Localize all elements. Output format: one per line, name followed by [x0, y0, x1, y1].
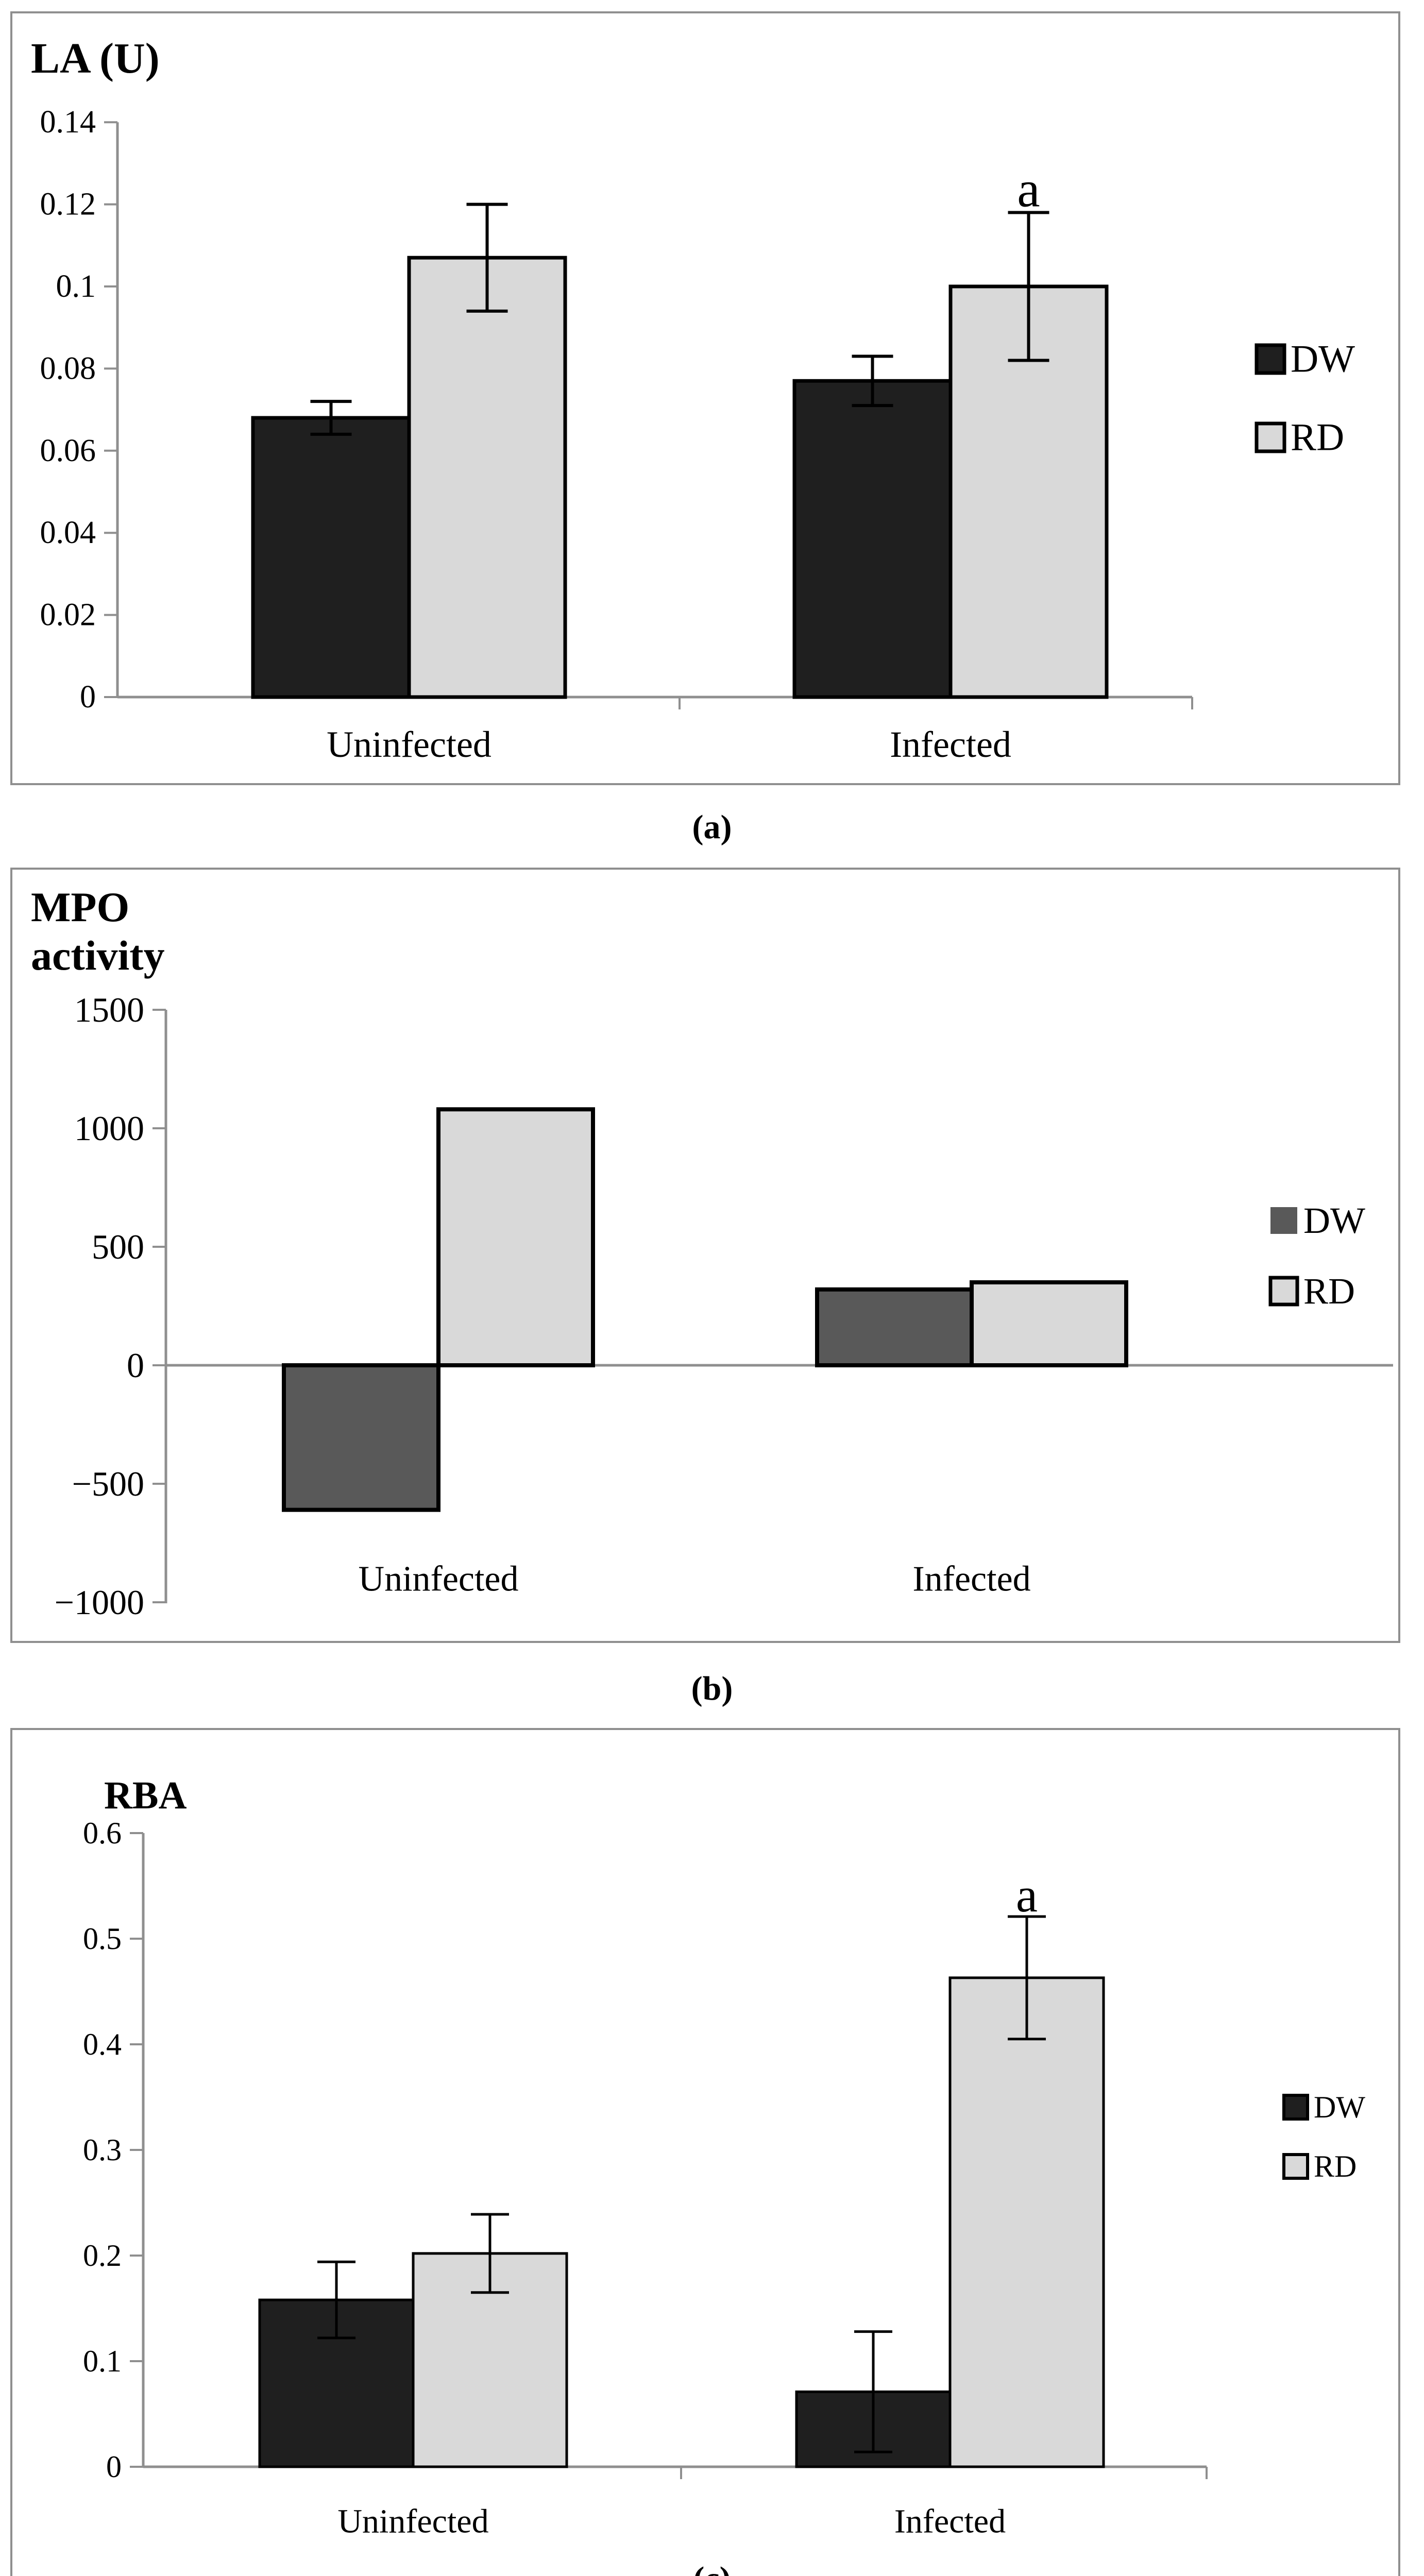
- x-category-label: Uninfected: [327, 724, 491, 765]
- legend-label-RD: RD: [1291, 416, 1344, 459]
- legend-swatch-DW: [1255, 343, 1286, 375]
- panel-c-rba-chart: RBA 0.6 0.5 0.4 0.3 0.2 0.1 0 a Uninfected Infect…: [10, 1728, 1400, 2576]
- y-tick-label: 0.12: [40, 187, 96, 222]
- legend-label-DW: DW: [1314, 2090, 1365, 2124]
- y-tick-label: 0.4: [83, 2027, 122, 2061]
- legend-swatch-DW: [1282, 2094, 1309, 2121]
- caption-a: (a): [692, 808, 732, 846]
- panel-b-mpo-chart: MPO activity 1500 1000 500 0 −500 −1000 Uninfe…: [10, 868, 1400, 1643]
- y-tick-label: 0.02: [40, 598, 96, 633]
- y-tick-label: 0.5: [83, 1922, 122, 1956]
- bar-RD-Infected: [948, 1976, 1105, 2468]
- bar-DW-Uninfected: [282, 1363, 440, 1512]
- panel-a-la-chart: LA (U) 0.14 0.12 0.1 0.08 0.06 0.04 0.02 0 a Unin…: [10, 11, 1400, 785]
- legend-label-RD: RD: [1314, 2149, 1357, 2183]
- caption-b: (b): [691, 1670, 733, 1707]
- y-tick-label: 0.14: [40, 105, 96, 140]
- y-tick-label: 0.1: [56, 269, 96, 304]
- y-tick-label: 0: [127, 1346, 144, 1385]
- legend-label-DW: DW: [1291, 338, 1355, 381]
- bar-RD-Uninfected: [407, 256, 567, 699]
- chart-b-title: MPO activity: [31, 884, 165, 979]
- y-tick-label: 0.3: [83, 2133, 122, 2167]
- y-tick-label: −1000: [55, 1583, 144, 1622]
- chart-a-title: LA (U): [31, 35, 160, 82]
- legend-label-RD: RD: [1303, 1270, 1355, 1312]
- chart-a-plot: 0.14 0.12 0.1 0.08 0.06 0.04 0.02 0 a Uninfected I…: [40, 105, 1355, 765]
- y-tick-label: 1000: [74, 1109, 144, 1148]
- legend-swatch-RD: [1255, 421, 1286, 453]
- y-tick-label: −500: [72, 1464, 144, 1503]
- legend-swatch-RD: [1268, 1276, 1299, 1307]
- bar-DW-Infected: [792, 379, 953, 699]
- chart-b-plot: 1500 1000 500 0 −500 −1000 Uninfected Infected D…: [55, 990, 1393, 1622]
- bar-DW-Infected: [815, 1287, 974, 1367]
- y-tick-label: 0.1: [83, 2344, 122, 2378]
- x-category-label: Uninfected: [359, 1560, 519, 1599]
- y-tick-label: 0.06: [40, 433, 96, 468]
- y-tick-label: 0.04: [40, 515, 96, 550]
- x-category-label: Uninfected: [337, 2503, 488, 2540]
- chart-c-plot: 0.6 0.5 0.4 0.3 0.2 0.1 0 a Uninfected Infected DW…: [83, 1816, 1365, 2540]
- y-tick-label: 0: [80, 680, 96, 715]
- bar-RD-Infected: [970, 1280, 1128, 1367]
- caption-c: (c): [0, 2560, 1424, 2576]
- y-tick-label: 0.08: [40, 351, 96, 386]
- x-category-label: Infected: [890, 724, 1011, 765]
- chart-c-title: RBA: [104, 1774, 187, 1817]
- legend-label-DW: DW: [1303, 1200, 1365, 1241]
- bar-DW-Uninfected: [251, 416, 411, 699]
- legend-swatch-DW: [1270, 1207, 1297, 1234]
- legend-swatch-RD: [1282, 2153, 1309, 2180]
- y-tick-label: 500: [92, 1227, 144, 1266]
- y-tick-label: 0.2: [83, 2239, 122, 2273]
- y-tick-label: 0: [106, 2450, 122, 2484]
- x-category-label: Infected: [912, 1560, 1030, 1599]
- significance-annotation: a: [1016, 1868, 1038, 1922]
- y-tick-label: 1500: [74, 990, 144, 1029]
- significance-annotation: a: [1017, 161, 1040, 218]
- x-category-label: Infected: [894, 2503, 1006, 2540]
- y-tick-label: 0.6: [83, 1816, 122, 1850]
- bar-RD-Uninfected: [436, 1107, 595, 1367]
